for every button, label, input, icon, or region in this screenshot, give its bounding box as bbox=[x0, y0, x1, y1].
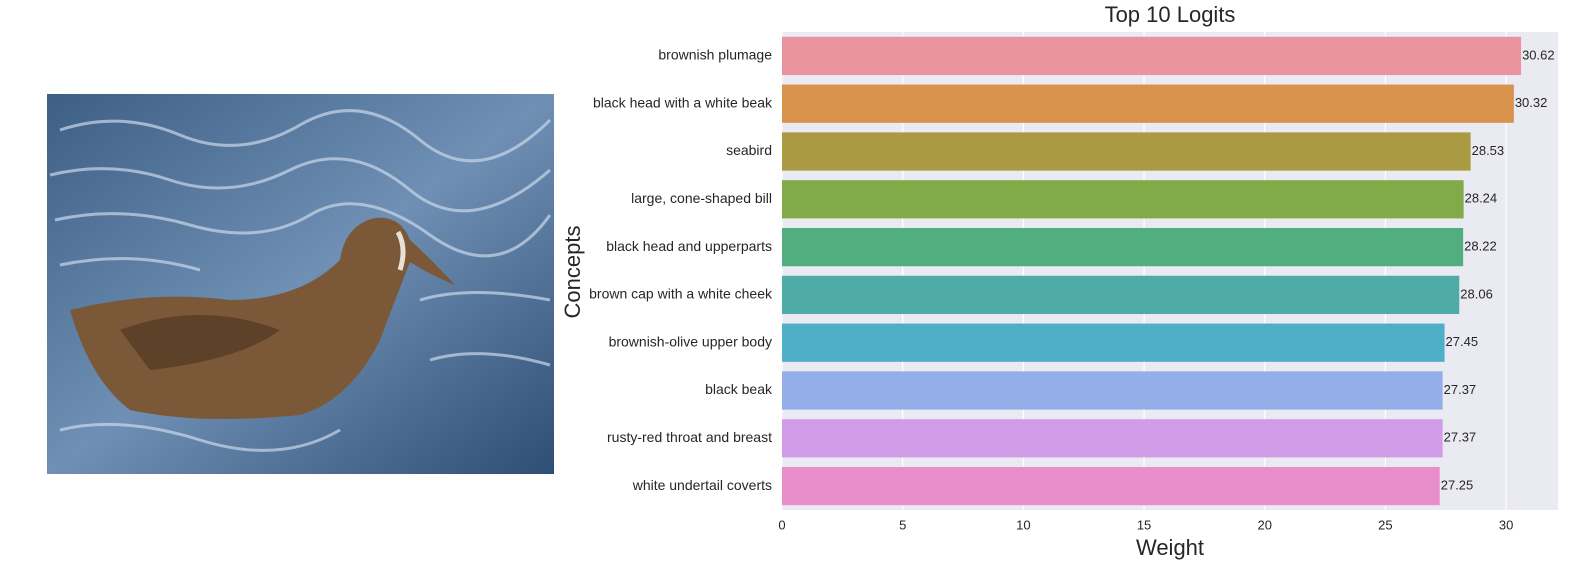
y-tick-label: brownish plumage bbox=[658, 47, 772, 63]
x-axis-label: Weight bbox=[1136, 535, 1204, 560]
value-label: 28.53 bbox=[1472, 143, 1505, 158]
bar bbox=[782, 419, 1443, 458]
bar bbox=[782, 227, 1464, 267]
y-tick-label: large, cone-shaped bill bbox=[631, 190, 772, 206]
value-label: 28.06 bbox=[1460, 286, 1493, 301]
value-label: 28.22 bbox=[1464, 239, 1497, 254]
y-tick-label: seabird bbox=[726, 142, 772, 158]
y-tick-label: white undertail coverts bbox=[632, 477, 772, 493]
x-tick-label: 20 bbox=[1258, 517, 1272, 532]
x-tick-label: 30 bbox=[1499, 517, 1513, 532]
x-tick-label: 10 bbox=[1016, 517, 1030, 532]
x-tick-label: 25 bbox=[1378, 517, 1392, 532]
chart-title: Top 10 Logits bbox=[1105, 2, 1236, 27]
y-tick-label: black head and upperparts bbox=[606, 238, 772, 254]
x-tick-label: 0 bbox=[778, 517, 785, 532]
bar bbox=[782, 180, 1464, 219]
value-label: 27.37 bbox=[1444, 382, 1477, 397]
bar bbox=[782, 275, 1460, 315]
bar bbox=[782, 323, 1445, 362]
y-tick-label: black head with a white beak bbox=[593, 94, 773, 110]
bar bbox=[782, 84, 1514, 123]
x-tick-label: 15 bbox=[1137, 517, 1151, 532]
y-tick-label: rusty-red throat and breast bbox=[607, 429, 772, 445]
bar bbox=[782, 36, 1522, 76]
y-tick-label: black beak bbox=[705, 381, 773, 397]
bar bbox=[782, 132, 1471, 171]
y-tick-label: brownish-olive upper body bbox=[609, 333, 772, 349]
y-tick-label: brown cap with a white cheek bbox=[589, 286, 773, 302]
bar bbox=[782, 466, 1440, 506]
x-tick-label: 5 bbox=[899, 517, 906, 532]
value-label: 30.32 bbox=[1515, 95, 1548, 110]
bar bbox=[782, 371, 1443, 410]
value-label: 30.62 bbox=[1522, 47, 1555, 62]
value-label: 27.37 bbox=[1444, 430, 1477, 445]
photo bbox=[47, 94, 554, 474]
value-label: 27.45 bbox=[1446, 334, 1479, 349]
value-label: 28.24 bbox=[1465, 191, 1498, 206]
y-axis-label: Concepts bbox=[560, 226, 585, 319]
value-label: 27.25 bbox=[1441, 478, 1474, 493]
